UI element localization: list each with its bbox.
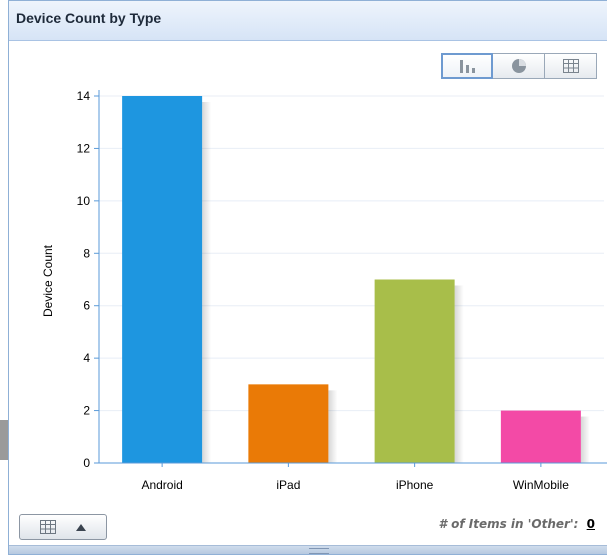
y-tick-label: 6 <box>83 299 90 313</box>
bar-shadow <box>328 390 338 463</box>
other-items-text: # of Items in 'Other': <box>438 517 579 531</box>
bar-winmobile[interactable] <box>500 410 581 463</box>
pie-chart-view-button[interactable] <box>493 53 545 79</box>
bar-chart-icon <box>460 60 475 73</box>
x-tick-label: Android <box>141 478 182 492</box>
resize-grip-icon <box>309 548 329 554</box>
bar-shadow <box>454 285 464 463</box>
bar-shadow <box>580 416 590 463</box>
panel-header: Device Count by Type <box>9 1 607 41</box>
panel-title: Device Count by Type <box>16 10 162 26</box>
y-tick-label: 2 <box>83 404 90 418</box>
x-tick-label: iPad <box>276 478 300 492</box>
table-grid-icon <box>562 59 579 73</box>
y-axis-title: Device Count <box>41 244 55 317</box>
triangle-up-icon <box>76 524 87 531</box>
y-tick-label: 0 <box>83 456 90 470</box>
y-tick-label: 10 <box>77 194 91 208</box>
bar-ipad[interactable] <box>248 384 329 463</box>
y-tick-label: 12 <box>77 141 91 155</box>
x-tick-label: iPhone <box>396 478 434 492</box>
pie-chart-icon <box>511 59 526 73</box>
other-items-label: # of Items in 'Other': 0 <box>439 517 595 531</box>
y-tick-label: 4 <box>83 351 90 365</box>
table-toggle-button[interactable] <box>19 514 107 540</box>
bar-chart: 0 2 4 6 8 10 12 14 Android iPad iPhone WinMobile De… <box>41 89 607 492</box>
y-tick-label: 8 <box>83 246 90 260</box>
bar-iphone[interactable] <box>374 279 455 464</box>
x-tick-label: WinMobile <box>513 478 569 492</box>
view-switch <box>441 53 597 79</box>
y-tick-label: 14 <box>77 89 91 103</box>
other-items-count[interactable]: 0 <box>586 517 595 531</box>
bar-shadow <box>202 102 212 463</box>
table-grid-icon <box>39 520 56 534</box>
chart-panel: Device Count by Type <box>8 0 607 555</box>
bar-android[interactable] <box>122 96 203 463</box>
table-view-button[interactable] <box>545 53 597 79</box>
resize-bar[interactable] <box>9 545 607 554</box>
bar-chart-view-button[interactable] <box>441 53 493 79</box>
